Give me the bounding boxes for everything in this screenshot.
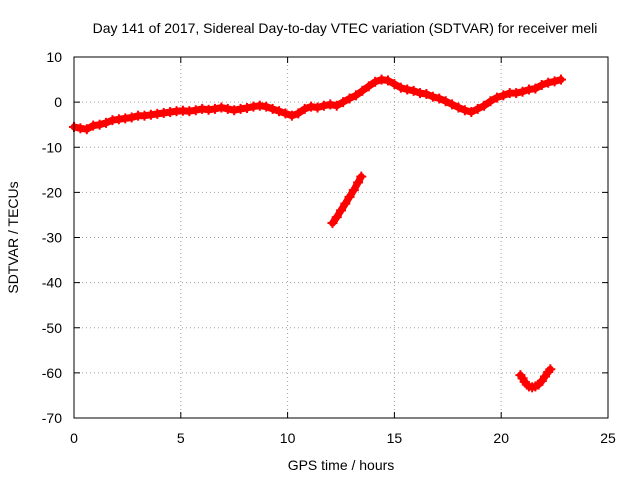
data-point [267, 103, 278, 114]
y-tick-label: -40 [42, 275, 62, 291]
data-point [344, 191, 355, 202]
data-point [440, 96, 451, 107]
data-point [356, 171, 367, 182]
data-point [94, 119, 105, 130]
x-tick-label: 25 [600, 430, 616, 446]
x-tick-label: 20 [493, 430, 509, 446]
data-point [389, 79, 400, 90]
data-point [427, 91, 438, 102]
data-point [126, 112, 137, 123]
data-point [466, 107, 477, 118]
data-point [293, 108, 304, 119]
x-axis-label: GPS time / hours [288, 457, 395, 473]
data-point [274, 106, 285, 117]
data-point [327, 218, 338, 229]
data-point [472, 103, 483, 114]
data-point [370, 76, 381, 87]
data-point [447, 99, 458, 110]
data-point [344, 93, 355, 104]
data-point [498, 90, 509, 101]
data-point [340, 198, 351, 209]
data-point [530, 83, 541, 94]
data-point [242, 102, 253, 113]
data-point [318, 100, 329, 111]
x-tick-label: 15 [387, 430, 403, 446]
data-point [395, 82, 406, 93]
data-point [491, 92, 502, 103]
data-point [363, 81, 374, 92]
data-point [421, 89, 432, 100]
data-point [216, 102, 227, 113]
y-tick-label: 10 [46, 49, 62, 65]
data-point [382, 75, 393, 86]
data-point [229, 105, 240, 116]
y-tick-label: -50 [42, 320, 62, 336]
x-tick-label: 0 [70, 430, 78, 446]
data-point [222, 103, 233, 114]
data-point [511, 88, 522, 99]
data-point [549, 76, 560, 87]
data-point [485, 96, 496, 107]
data-point [402, 84, 413, 95]
data-point [325, 99, 336, 110]
data-point [331, 212, 342, 223]
data-point [101, 117, 112, 128]
y-tick-label: -10 [42, 139, 62, 155]
x-tick-label: 10 [280, 430, 296, 446]
data-point [299, 103, 310, 114]
data-point [353, 177, 364, 188]
data-point [348, 185, 359, 196]
y-tick-label: -30 [42, 230, 62, 246]
data-point [545, 364, 556, 375]
data-point [434, 93, 445, 104]
data-point [357, 85, 368, 96]
data-point [81, 124, 92, 135]
data-point [350, 90, 361, 101]
data-point [280, 108, 291, 119]
data-series [69, 74, 567, 393]
data-point [479, 100, 490, 111]
chart-title: Day 141 of 2017, Sidereal Day-to-day VTE… [93, 20, 598, 36]
data-point [286, 110, 297, 121]
data-point [517, 86, 528, 97]
axes: 0 5 10 15 20 25 -70 -60 -50 -40 -30 -20 -10 0 10 [42, 49, 616, 446]
data-point [209, 103, 220, 114]
y-tick-label: -60 [42, 365, 62, 381]
x-tick-label: 5 [177, 430, 185, 446]
data-point [338, 97, 349, 108]
data-point [312, 102, 323, 113]
data-point [536, 79, 547, 90]
data-point [336, 205, 346, 216]
y-tick-label: 0 [54, 94, 62, 110]
data-point [190, 105, 201, 116]
data-point [408, 85, 419, 96]
data-point [453, 102, 464, 113]
data-point [459, 105, 470, 116]
y-axis-label: SDTVAR / TECUs [5, 181, 21, 293]
y-tick-label: -20 [42, 184, 62, 200]
y-tick-label: -70 [42, 410, 62, 426]
data-point [543, 77, 554, 88]
data-point [261, 101, 272, 112]
data-point [556, 74, 567, 85]
data-point [331, 100, 342, 111]
data-point [521, 379, 532, 390]
